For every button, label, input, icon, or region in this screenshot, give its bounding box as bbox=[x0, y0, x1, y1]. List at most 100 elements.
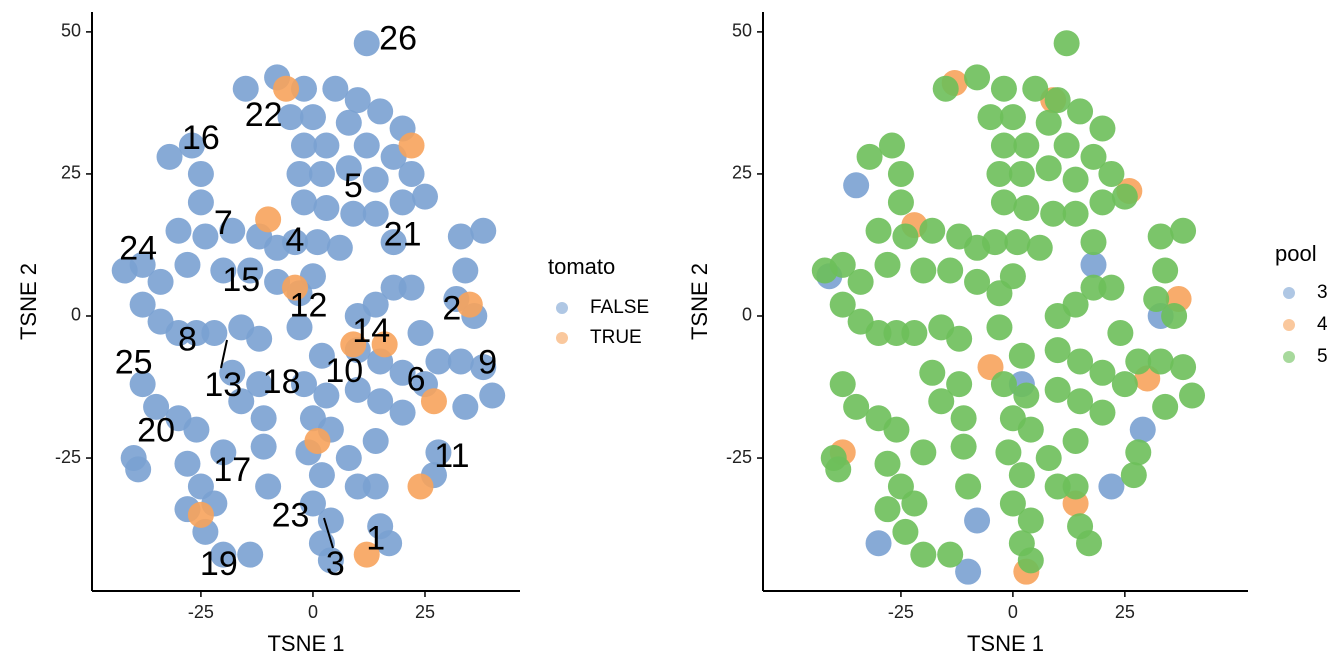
x-tick-label: 0 bbox=[1008, 602, 1018, 622]
cluster-label: 11 bbox=[434, 437, 469, 475]
point bbox=[843, 172, 870, 199]
x-tick-label: 0 bbox=[308, 602, 318, 622]
point bbox=[1062, 291, 1089, 318]
y-tick-label: -25 bbox=[55, 447, 81, 467]
point bbox=[932, 75, 959, 102]
point bbox=[299, 104, 326, 131]
point bbox=[910, 541, 937, 568]
point bbox=[977, 104, 1004, 131]
point bbox=[335, 155, 362, 182]
point bbox=[865, 320, 892, 347]
cluster-label: 1 bbox=[366, 519, 385, 557]
point bbox=[878, 132, 905, 159]
point bbox=[362, 291, 389, 318]
point bbox=[1062, 473, 1089, 500]
point bbox=[313, 382, 340, 409]
point bbox=[1053, 132, 1080, 159]
point bbox=[1044, 376, 1071, 403]
point bbox=[865, 530, 892, 557]
point bbox=[865, 217, 892, 244]
legend-title: pool bbox=[1275, 241, 1317, 266]
point bbox=[286, 314, 313, 341]
point bbox=[928, 388, 955, 415]
point bbox=[273, 75, 300, 102]
point bbox=[1013, 382, 1040, 409]
point bbox=[937, 541, 964, 568]
legend-label: 4 bbox=[1317, 314, 1328, 335]
point bbox=[290, 75, 317, 102]
point bbox=[825, 456, 852, 483]
cluster-label: 3 bbox=[326, 545, 345, 583]
point bbox=[1004, 229, 1031, 256]
point bbox=[353, 132, 380, 159]
point bbox=[874, 496, 901, 523]
point bbox=[1089, 399, 1116, 426]
point bbox=[304, 427, 331, 454]
point bbox=[1098, 274, 1125, 301]
point bbox=[317, 507, 344, 534]
point bbox=[165, 217, 192, 244]
point bbox=[1035, 445, 1062, 472]
y-tick-label: -25 bbox=[726, 447, 752, 467]
point bbox=[892, 518, 919, 545]
point bbox=[964, 507, 991, 534]
legend-title: tomato bbox=[548, 254, 615, 279]
point bbox=[165, 320, 192, 347]
point bbox=[847, 268, 874, 295]
point bbox=[201, 320, 228, 347]
y-axis-title: TSNE 2 bbox=[16, 263, 41, 340]
cluster-label: 25 bbox=[115, 343, 153, 381]
point bbox=[362, 473, 389, 500]
x-tick-label: 25 bbox=[415, 602, 435, 622]
point bbox=[955, 558, 982, 585]
point bbox=[1125, 439, 1152, 466]
y-tick-label: 0 bbox=[71, 305, 81, 325]
point bbox=[353, 541, 380, 568]
point bbox=[322, 75, 349, 102]
point bbox=[1026, 234, 1053, 261]
cluster-label: 23 bbox=[272, 497, 310, 535]
point bbox=[1040, 200, 1067, 227]
point bbox=[919, 359, 946, 386]
point bbox=[407, 320, 434, 347]
point bbox=[950, 405, 977, 432]
point bbox=[389, 399, 416, 426]
y-tick-label: 50 bbox=[732, 21, 752, 41]
point bbox=[887, 189, 914, 216]
point bbox=[129, 251, 156, 278]
leader-line bbox=[323, 517, 334, 549]
point bbox=[447, 348, 474, 375]
point bbox=[946, 371, 973, 398]
point bbox=[1044, 473, 1071, 500]
point bbox=[1013, 132, 1040, 159]
point bbox=[304, 229, 331, 256]
point bbox=[389, 189, 416, 216]
point bbox=[1017, 547, 1044, 574]
point bbox=[398, 160, 425, 187]
point bbox=[887, 160, 914, 187]
cluster-label: 20 bbox=[137, 411, 175, 449]
point bbox=[178, 132, 205, 159]
point bbox=[210, 439, 237, 466]
point bbox=[995, 439, 1022, 466]
point bbox=[874, 251, 901, 278]
cluster-label: 7 bbox=[214, 204, 233, 242]
x-axis-title: TSNE 1 bbox=[967, 631, 1044, 656]
cluster-label: 4 bbox=[286, 221, 305, 259]
point bbox=[1147, 348, 1174, 375]
point bbox=[1022, 75, 1049, 102]
cluster-label: 17 bbox=[213, 451, 251, 489]
point bbox=[183, 320, 210, 347]
point bbox=[901, 320, 928, 347]
point bbox=[129, 291, 156, 318]
cluster-label: 18 bbox=[263, 363, 301, 401]
point bbox=[335, 445, 362, 472]
point bbox=[1089, 359, 1116, 386]
point bbox=[308, 342, 335, 369]
cluster-label: 5 bbox=[344, 167, 363, 205]
point bbox=[1098, 473, 1125, 500]
cluster-label: 15 bbox=[222, 261, 260, 299]
point bbox=[1111, 371, 1138, 398]
point bbox=[843, 393, 870, 420]
point bbox=[147, 268, 174, 295]
